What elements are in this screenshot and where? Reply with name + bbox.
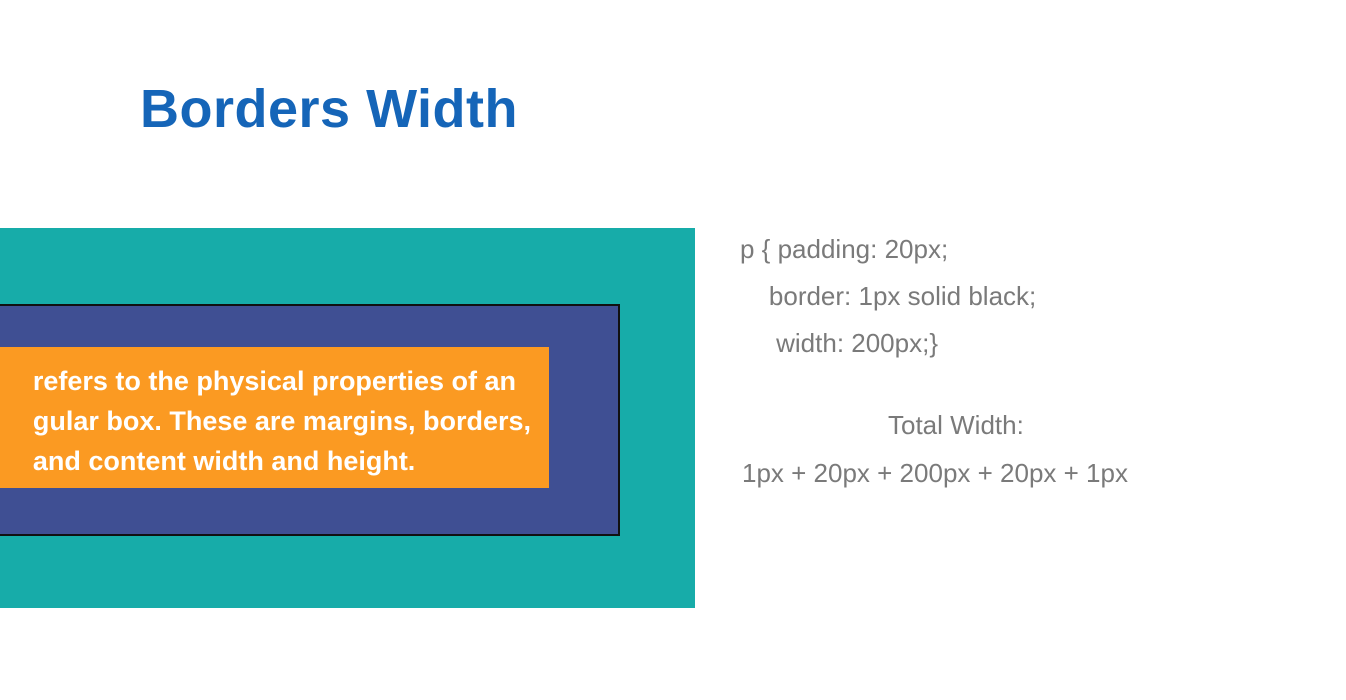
css-code-block: p { padding: 20px; border: 1px solid bla… <box>740 226 1036 367</box>
content-area: refers to the physical properties of an … <box>0 347 549 488</box>
total-width-formula: 1px + 20px + 200px + 20px + 1px <box>742 458 1128 488</box>
code-line: p { padding: 20px; <box>740 234 949 264</box>
code-line: border: 1px solid black; <box>740 281 1037 311</box>
slide-title: Borders Width <box>140 79 519 139</box>
content-text: refers to the physical properties of an … <box>33 361 531 481</box>
total-width-label: Total Width: <box>888 410 1024 440</box>
content-text-line: gular box. These are margins, borders, <box>32 406 531 436</box>
code-line: width: 200px;} <box>740 328 939 358</box>
content-text-line: refers to the physical properties of an <box>32 366 516 396</box>
content-text-line: and content width and height. <box>32 446 416 476</box>
